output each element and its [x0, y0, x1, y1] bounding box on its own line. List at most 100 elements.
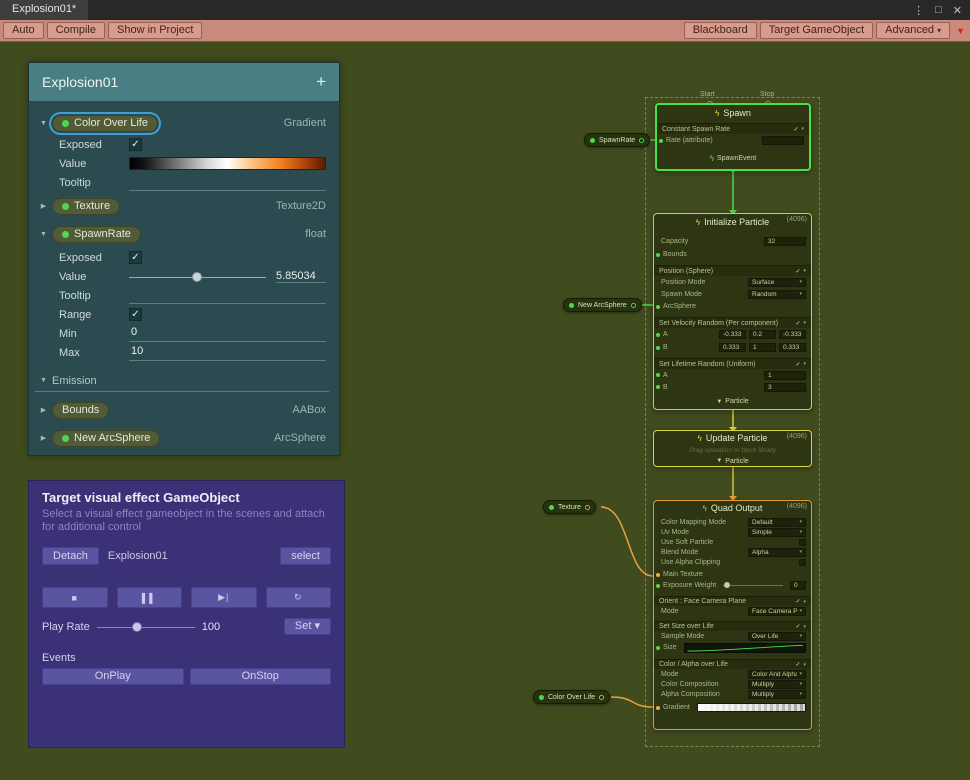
new-arcsphere-parameter-pill[interactable]: New ArcSphere [563, 298, 642, 312]
chevron-down-icon[interactable]: ▼ [35, 120, 52, 127]
soft-particle-checkbox[interactable] [799, 539, 806, 546]
alpha-composition-row[interactable]: Alpha Composition Multiply▾ [654, 689, 811, 699]
spawn-mode-dropdown[interactable]: Random▾ [748, 290, 806, 299]
lifetime-b-row[interactable]: B 3 [654, 381, 811, 393]
orient-mode-dropdown[interactable]: Face Camera Plane▾ [748, 607, 806, 616]
spawnrate-parameter-pill[interactable]: SpawnRate [584, 133, 650, 147]
capacity-field[interactable]: 32 [764, 237, 806, 246]
param-bounds[interactable]: ▶ Bounds AABox [35, 396, 329, 424]
param-new-arcsphere[interactable]: ▶ New ArcSphere ArcSphere [35, 424, 329, 452]
step-button[interactable]: ▶| [191, 587, 257, 608]
max-field[interactable]: 10 [129, 345, 326, 361]
spawnevent-output[interactable]: ϟ SpawnEvent [657, 152, 809, 165]
gradient-preview-field[interactable] [697, 703, 806, 712]
alpha-clipping-checkbox[interactable] [799, 559, 806, 566]
exposure-weight-row[interactable]: Exposure Weight 0 [654, 580, 811, 591]
velocity-b-z-field[interactable]: 0.333 [779, 343, 806, 352]
pill-output-port[interactable] [639, 138, 644, 143]
chevron-down-icon[interactable]: ▾ [803, 320, 806, 326]
velocity-a-y-field[interactable]: 0.2 [749, 330, 776, 339]
capacity-row[interactable]: Capacity 32 [654, 235, 811, 248]
exposed-checkbox[interactable]: ✓ [129, 138, 142, 151]
set-size-block[interactable]: Set Size over Life ✓ ▾ [654, 621, 811, 631]
chevron-down-icon[interactable]: ▾ [803, 599, 806, 605]
play-rate-slider[interactable] [97, 621, 195, 633]
color-mapping-row[interactable]: Color Mapping Mode Default▾ [654, 517, 811, 527]
spawn-node[interactable]: ϟ Spawn Constant Spawn Rate ✓ ▾ Rate (at… [655, 103, 811, 171]
rate-field[interactable] [762, 136, 804, 145]
arcsphere-port-icon[interactable] [656, 305, 660, 309]
lifetime-b-field[interactable]: 3 [764, 383, 806, 392]
auto-button[interactable]: Auto [3, 22, 44, 39]
window-tab[interactable]: Explosion01* [0, 0, 88, 20]
block-enabled-check-icon[interactable]: ✓ [795, 361, 800, 368]
block-enabled-check-icon[interactable]: ✓ [795, 268, 800, 275]
block-enabled-check-icon[interactable]: ✓ [795, 320, 800, 327]
tooltip-field[interactable] [129, 288, 326, 304]
add-parameter-button[interactable]: + [316, 72, 326, 92]
initialize-particle-output[interactable]: ▼ Particle [654, 395, 811, 408]
close-icon[interactable]: ✕ [953, 4, 962, 17]
lifetime-b-port-icon[interactable] [656, 385, 660, 389]
orient-mode-row[interactable]: Mode Face Camera Plane▾ [654, 606, 811, 616]
slider-handle[interactable] [132, 622, 142, 632]
corner-arrow-icon[interactable]: ▼ [956, 26, 965, 36]
blend-mode-row[interactable]: Blend Mode Alpha▾ [654, 547, 811, 557]
pause-button[interactable]: ▌▌ [117, 587, 183, 608]
rate-row[interactable]: Rate (attribute) [657, 134, 809, 147]
update-particle-node[interactable]: ϟ Update Particle (4096) Drag operation … [653, 430, 812, 467]
constant-spawn-rate-block[interactable]: Constant Spawn Rate ✓ ▾ [657, 123, 809, 134]
set-lifetime-block[interactable]: Set Lifetime Random (Uniform) ✓ ▾ [654, 358, 811, 369]
set-velocity-block[interactable]: Set Velocity Random (Per component) ✓ ▾ [654, 317, 811, 328]
block-enabled-check-icon[interactable]: ✓ [793, 126, 798, 133]
lifetime-a-row[interactable]: A 1 [654, 369, 811, 381]
velocity-a-row[interactable]: A -0.333 0.2 -0.333 [654, 328, 811, 341]
exposure-weight-field[interactable]: 0 [790, 581, 806, 590]
tooltip-field[interactable] [129, 175, 326, 191]
size-port-icon[interactable] [656, 646, 660, 650]
min-field[interactable]: 0 [129, 326, 326, 342]
color-mode-dropdown[interactable]: Color And Alpha▾ [748, 670, 806, 679]
alpha-clipping-row[interactable]: Use Alpha Clipping [654, 557, 811, 567]
show-in-project-button[interactable]: Show in Project [108, 22, 202, 39]
spawnrate-pill[interactable]: SpawnRate [52, 226, 141, 243]
chevron-down-icon[interactable]: ▾ [803, 361, 806, 367]
block-enabled-check-icon[interactable]: ✓ [795, 661, 800, 668]
spawn-stop-port-label[interactable]: Stop [760, 91, 774, 98]
pill-output-port[interactable] [585, 505, 590, 510]
lifetime-a-field[interactable]: 1 [764, 371, 806, 380]
blend-mode-dropdown[interactable]: Alpha▾ [748, 548, 806, 557]
select-button[interactable]: select [280, 547, 331, 565]
slider-handle[interactable] [192, 272, 202, 282]
param-spawnrate[interactable]: ▼ SpawnRate float [35, 220, 329, 248]
sample-mode-row[interactable]: Sample Mode Over Life▾ [654, 631, 811, 641]
onstop-button[interactable]: OnStop [190, 668, 332, 685]
arcsphere-row[interactable]: ArcSphere [654, 300, 811, 313]
rate-port-icon[interactable] [659, 139, 663, 143]
texture-pill[interactable]: Texture [52, 198, 120, 215]
color-mapping-dropdown[interactable]: Default▾ [748, 518, 806, 527]
chevron-down-icon[interactable]: ▼ [35, 231, 52, 238]
advanced-dropdown-button[interactable]: Advanced▾ [876, 22, 950, 39]
main-texture-port-icon[interactable] [656, 573, 660, 577]
spawn-start-port-label[interactable]: Start [700, 91, 715, 98]
uv-mode-row[interactable]: Uv Mode Simple▾ [654, 527, 811, 537]
spawnrate-value-field[interactable]: 5.85034 [276, 270, 326, 283]
new-arcsphere-pill[interactable]: New ArcSphere [52, 430, 160, 447]
velocity-a-x-field[interactable]: -0.333 [719, 330, 746, 339]
chevron-right-icon[interactable]: ▶ [35, 202, 52, 210]
chevron-right-icon[interactable]: ▶ [35, 434, 52, 442]
exposure-weight-slider[interactable] [723, 585, 783, 586]
texture-parameter-pill[interactable]: Texture [543, 500, 596, 514]
position-mode-dropdown[interactable]: Surface▾ [748, 278, 806, 287]
size-curve-row[interactable]: Size [654, 641, 811, 654]
color-composition-dropdown[interactable]: Multiply▾ [748, 680, 806, 689]
quad-output-node[interactable]: ϟ Quad Output (4096) Color Mapping Mode … [653, 500, 812, 730]
chevron-down-icon[interactable]: ▾ [801, 126, 804, 132]
spawnrate-value-slider[interactable] [129, 270, 266, 284]
target-gameobject-toggle-button[interactable]: Target GameObject [760, 22, 873, 39]
pill-output-port[interactable] [631, 303, 636, 308]
set-play-rate-button[interactable]: Set ▾ [284, 618, 331, 635]
color-composition-row[interactable]: Color Composition Multiply▾ [654, 679, 811, 689]
exposure-weight-port-icon[interactable] [656, 584, 660, 588]
